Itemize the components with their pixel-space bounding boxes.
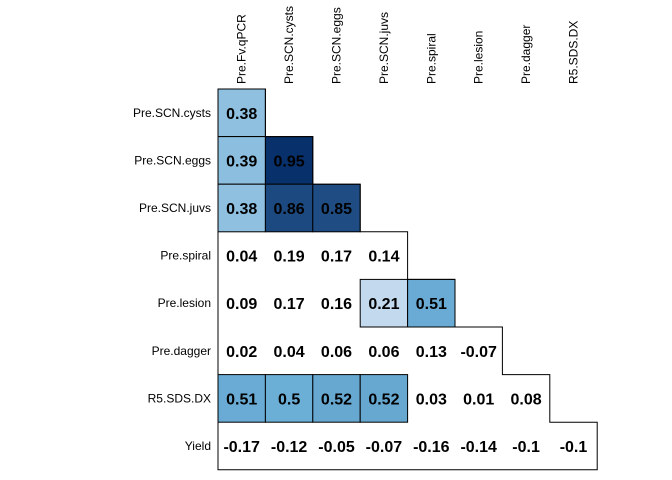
heatmap-cell-bg (217, 136, 266, 185)
cell-value: -0.12 (271, 439, 308, 456)
cell-value: 0.16 (321, 296, 352, 313)
cell-value: 0.09 (226, 296, 257, 313)
row-label-pre-lesion: Pre.lesion (158, 296, 211, 310)
triangle-border (217, 88, 598, 471)
cell-value: 0.14 (368, 249, 399, 266)
cell-value: 0.51 (416, 296, 447, 313)
row-label-r5-sds-dx: R5.SDS.DX (148, 391, 211, 405)
cell-value: 0.02 (226, 344, 257, 361)
heatmap-cell-bg (312, 183, 361, 233)
cell-value: -0.07 (366, 439, 403, 456)
row-label-yield: Yield (185, 439, 211, 453)
cell-value: 0.52 (368, 391, 399, 408)
column-label-r5-sds-dx: R5.SDS.DX (567, 21, 581, 84)
heatmap-cell-bg (359, 374, 409, 423)
cell-value: 0.13 (416, 344, 447, 361)
cell-value: 0.39 (226, 153, 257, 170)
heatmap-cell-bg (264, 374, 314, 423)
cell-value: 0.04 (226, 249, 257, 266)
column-labels: Pre.Fv.qPCR Pre.SCN.cysts Pre.SCN.eggs Pre.… (235, 6, 581, 84)
column-label-pre-spiral: Pre.spiral (424, 33, 438, 84)
cell-value: -0.1 (512, 439, 540, 456)
cell-value: -0.05 (318, 439, 355, 456)
cell-value: 0.52 (321, 391, 352, 408)
column-label-pre-fv-qpcr: Pre.Fv.qPCR (235, 14, 249, 84)
cell-value: -0.17 (223, 439, 260, 456)
row-label-pre-scn-juvs: Pre.SCN.juvs (139, 201, 211, 215)
heatmap-cell-bg (407, 278, 456, 328)
cell-value: -0.16 (413, 439, 450, 456)
cell-value: 0.86 (274, 201, 305, 218)
column-label-pre-lesion: Pre.lesion (472, 31, 486, 84)
column-label-pre-scn-eggs: Pre.SCN.eggs (330, 7, 344, 84)
cell-value: -0.14 (460, 439, 497, 456)
row-label-pre-spiral: Pre.spiral (160, 249, 211, 263)
heatmap-cell-bg (359, 278, 409, 328)
row-labels: Pre.SCN.cysts Pre.SCN.eggs Pre.SCN.juvs Pre… (133, 106, 211, 453)
row-label-pre-scn-eggs: Pre.SCN.eggs (134, 153, 211, 167)
cell-value: 0.08 (511, 391, 542, 408)
cell-value: 0.5 (278, 391, 300, 408)
heatmap-cell-bg (264, 183, 314, 233)
cell-value: 0.38 (226, 106, 257, 123)
cell-value: 0.17 (274, 296, 305, 313)
cell-value: 0.21 (368, 296, 399, 313)
cell-value: 0.06 (321, 344, 352, 361)
column-label-pre-dagger: Pre.dagger (519, 25, 533, 84)
cell-value: 0.38 (226, 201, 257, 218)
cell-value: 0.01 (463, 391, 494, 408)
triangle-outline (217, 88, 598, 471)
cell-value: 0.95 (274, 153, 305, 170)
cell-value: 0.17 (321, 249, 352, 266)
row-label-pre-dagger: Pre.dagger (152, 344, 211, 358)
cell-value: -0.07 (460, 344, 497, 361)
row-label-pre-scn-cysts: Pre.SCN.cysts (133, 106, 211, 120)
heatmap-cell-bg (217, 88, 266, 138)
cell-value: 0.04 (274, 344, 305, 361)
heatmap-cells: 0.38 0.39 0.95 0.38 0.86 0.85 0.04 0.19 0.17 0.14… (217, 88, 588, 456)
column-label-pre-scn-cysts: Pre.SCN.cysts (282, 6, 296, 84)
cell-value: -0.1 (560, 439, 588, 456)
cell-value: 0.51 (226, 391, 257, 408)
cell-value: 0.06 (368, 344, 399, 361)
cell-value: 0.85 (321, 201, 352, 218)
column-label-pre-scn-juvs: Pre.SCN.juvs (377, 12, 391, 84)
cell-value: 0.03 (416, 391, 447, 408)
cell-value: 0.19 (274, 249, 305, 266)
